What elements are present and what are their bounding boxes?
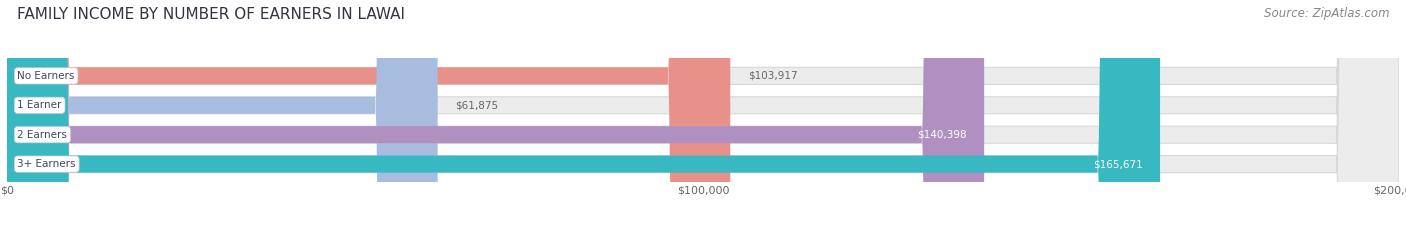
Text: 3+ Earners: 3+ Earners bbox=[17, 159, 76, 169]
Text: $103,917: $103,917 bbox=[748, 71, 797, 81]
FancyBboxPatch shape bbox=[7, 0, 1399, 233]
Text: FAMILY INCOME BY NUMBER OF EARNERS IN LAWAI: FAMILY INCOME BY NUMBER OF EARNERS IN LA… bbox=[17, 7, 405, 22]
FancyBboxPatch shape bbox=[7, 0, 1399, 233]
Text: $61,875: $61,875 bbox=[456, 100, 498, 110]
Text: $165,671: $165,671 bbox=[1092, 159, 1143, 169]
FancyBboxPatch shape bbox=[7, 0, 437, 233]
FancyBboxPatch shape bbox=[7, 0, 730, 233]
Text: Source: ZipAtlas.com: Source: ZipAtlas.com bbox=[1264, 7, 1389, 20]
FancyBboxPatch shape bbox=[7, 0, 1160, 233]
FancyBboxPatch shape bbox=[7, 0, 1399, 233]
Text: No Earners: No Earners bbox=[17, 71, 75, 81]
Text: 2 Earners: 2 Earners bbox=[17, 130, 67, 140]
FancyBboxPatch shape bbox=[7, 0, 1399, 233]
Text: 1 Earner: 1 Earner bbox=[17, 100, 62, 110]
Text: $140,398: $140,398 bbox=[917, 130, 967, 140]
FancyBboxPatch shape bbox=[7, 0, 984, 233]
